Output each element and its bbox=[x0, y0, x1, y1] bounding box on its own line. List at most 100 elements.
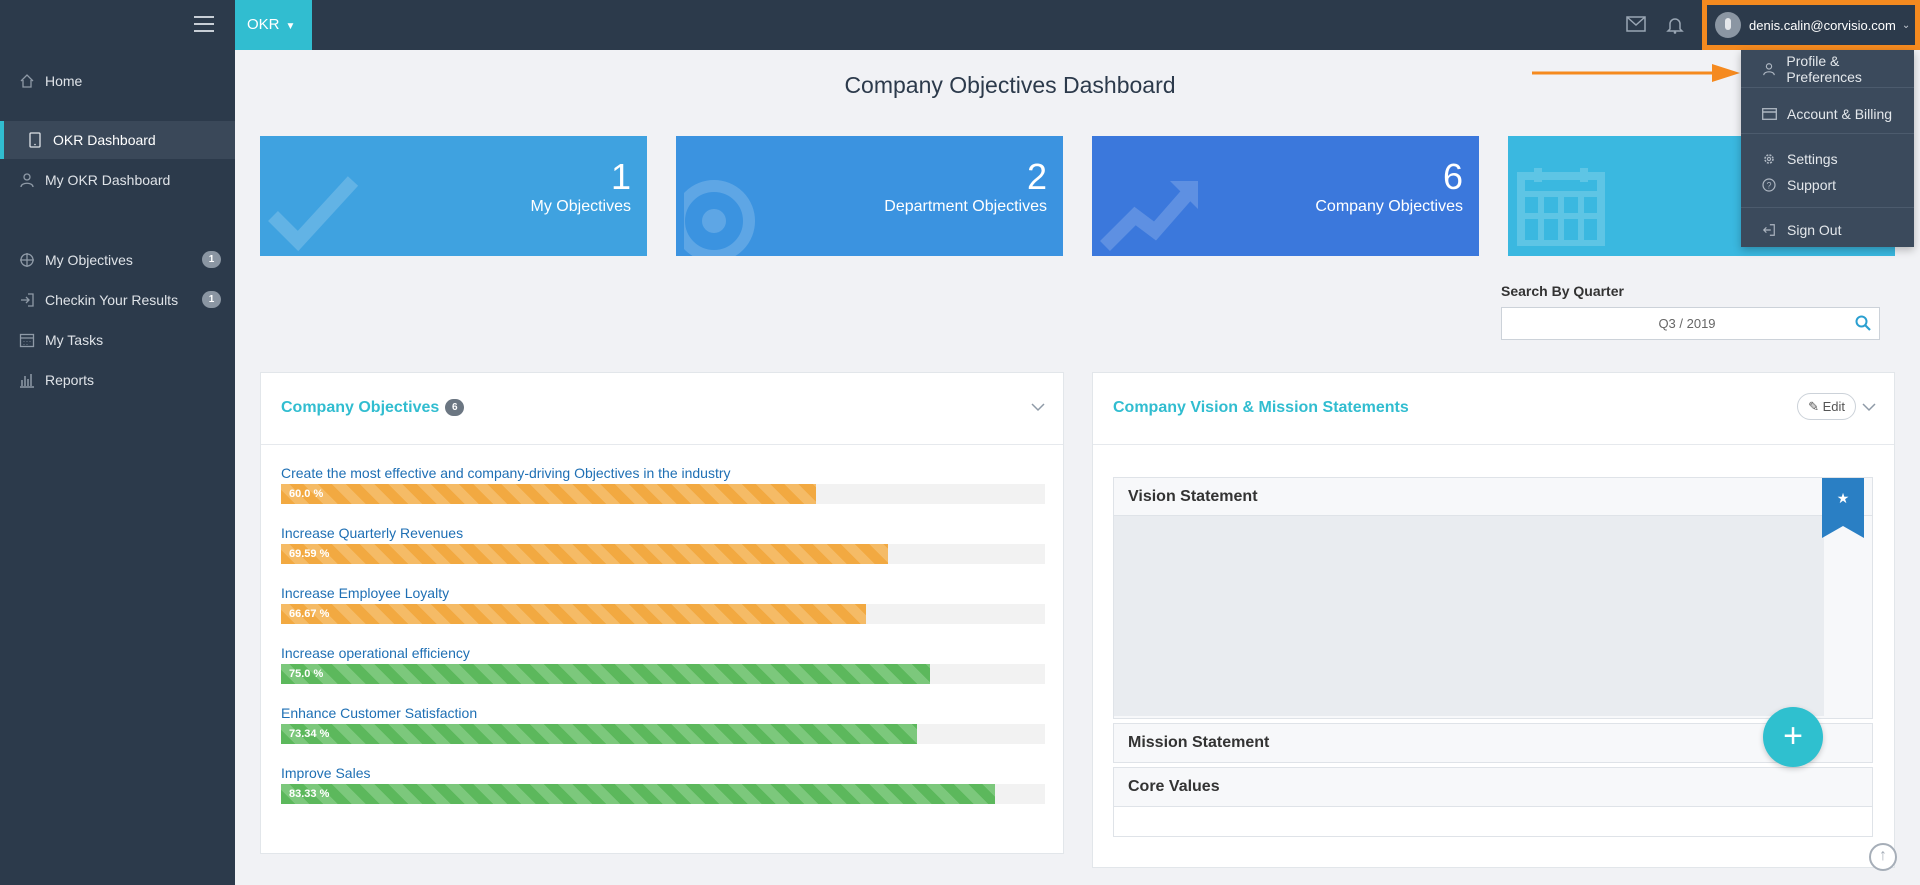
sidebar-item-okr-dashboard[interactable]: OKR Dashboard bbox=[0, 121, 235, 159]
menu-item-label: Profile & Preferences bbox=[1786, 53, 1862, 85]
objective-item: Create the most effective and company-dr… bbox=[281, 465, 1045, 504]
user-icon bbox=[18, 171, 36, 189]
vision-mission-panel: Company Vision & Mission Statements ✎ Ed… bbox=[1092, 372, 1895, 868]
app-switcher-label: OKR bbox=[247, 16, 280, 33]
chevron-down-icon: ▼ bbox=[285, 21, 296, 32]
credit-card-icon bbox=[1761, 108, 1777, 120]
objective-link[interactable]: Create the most effective and company-dr… bbox=[281, 465, 731, 481]
core-values-section: Core Values bbox=[1113, 767, 1873, 807]
progress-bar-fill: 66.67 % bbox=[281, 604, 867, 624]
annotation-arrow bbox=[1532, 64, 1740, 82]
progress-bar: 66.67 % bbox=[281, 604, 1045, 624]
star-ribbon-icon: ★ bbox=[1822, 478, 1864, 538]
sidebar-item-my-objectives[interactable]: My Objectives 1 bbox=[0, 241, 235, 279]
accordion-title[interactable]: Vision Statement bbox=[1114, 478, 1872, 516]
menu-item-sign-out[interactable]: Sign Out bbox=[1741, 217, 1914, 243]
sign-in-icon bbox=[18, 291, 36, 309]
accordion-title[interactable]: Core Values bbox=[1128, 778, 1220, 795]
objective-item: Enhance Customer Satisfaction 73.34 % bbox=[281, 705, 1045, 744]
tile-label: Department Objectives bbox=[884, 198, 1047, 215]
objective-link[interactable]: Increase Employee Loyalty bbox=[281, 585, 450, 601]
tile-my-objectives[interactable]: 1 My Objectives bbox=[260, 136, 647, 256]
objective-item: Increase Quarterly Revenues 69.59 % bbox=[281, 525, 1045, 564]
progress-bar: 75.0 % bbox=[281, 664, 1045, 684]
svg-text:?: ? bbox=[1766, 181, 1771, 191]
menu-item-settings[interactable]: Settings bbox=[1741, 146, 1914, 172]
sidebar-item-reports[interactable]: Reports bbox=[0, 361, 235, 399]
sidebar-item-home[interactable]: Home bbox=[0, 62, 235, 100]
quarter-search-field bbox=[1501, 307, 1880, 340]
top-bar: OKR ▼ denis.calin@corvisio.com ⌄ bbox=[0, 0, 1920, 50]
tile-company-objectives[interactable]: 6 Company Objectives bbox=[1092, 136, 1479, 256]
menu-divider bbox=[1741, 133, 1914, 134]
chevron-down-icon[interactable] bbox=[1862, 399, 1876, 415]
gear-icon bbox=[1761, 152, 1777, 166]
progress-bar-fill: 69.59 % bbox=[281, 544, 889, 564]
menu-item-label: Account & Billing bbox=[1787, 106, 1893, 122]
panel-footer-area bbox=[1113, 807, 1873, 837]
quarter-search-input[interactable] bbox=[1502, 308, 1842, 339]
trend-up-icon bbox=[1100, 181, 1198, 251]
sidebar-item-label: Reports bbox=[45, 372, 95, 388]
progress-bar-fill: 83.33 % bbox=[281, 784, 995, 804]
objective-link[interactable]: Increase operational efficiency bbox=[281, 645, 470, 661]
user-menu-button[interactable]: denis.calin@corvisio.com ⌄ bbox=[1702, 0, 1920, 50]
objective-link[interactable]: Improve Sales bbox=[281, 765, 371, 781]
objective-link[interactable]: Enhance Customer Satisfaction bbox=[281, 705, 478, 721]
menu-item-label: Support bbox=[1787, 177, 1837, 193]
calendar-icon bbox=[18, 331, 36, 349]
count-badge: 1 bbox=[202, 291, 221, 308]
menu-divider bbox=[1741, 87, 1914, 88]
menu-item-label: Sign Out bbox=[1787, 222, 1842, 238]
pencil-icon: ✎ bbox=[1808, 399, 1819, 414]
add-button[interactable]: + bbox=[1763, 707, 1823, 767]
sidebar-item-checkin-your-results[interactable]: Checkin Your Results 1 bbox=[0, 281, 235, 319]
panel-title: Company Vision & Mission Statements bbox=[1113, 399, 1409, 416]
sidebar: Home OKR Dashboard My OKR Dashboard My O… bbox=[0, 50, 235, 885]
page-title: Company Objectives Dashboard bbox=[844, 72, 1176, 98]
tile-label: My Objectives bbox=[530, 198, 631, 215]
calendar-icon bbox=[1517, 168, 1605, 246]
objective-item: Increase operational efficiency 75.0 % bbox=[281, 645, 1045, 684]
bar-chart-icon bbox=[18, 371, 36, 389]
sidebar-item-label: My Tasks bbox=[45, 332, 104, 348]
search-icon[interactable] bbox=[1855, 315, 1871, 336]
app-switcher-button[interactable]: OKR ▼ bbox=[235, 0, 312, 50]
user-dropdown-menu: Profile & Preferences Account & Billing … bbox=[1741, 50, 1914, 247]
bell-icon[interactable] bbox=[1666, 16, 1686, 34]
edit-button[interactable]: ✎ Edit bbox=[1797, 393, 1856, 420]
company-objectives-panel: Company Objectives 6 Create the most effe… bbox=[260, 372, 1064, 854]
progress-bar-fill: 73.34 % bbox=[281, 724, 917, 744]
sidebar-item-label: My OKR Dashboard bbox=[45, 172, 171, 188]
hamburger-menu-icon[interactable] bbox=[194, 16, 214, 32]
menu-item-support[interactable]: ? Support bbox=[1741, 172, 1914, 198]
sidebar-item-my-tasks[interactable]: My Tasks bbox=[0, 321, 235, 359]
mission-statement-section: Mission Statement bbox=[1113, 723, 1873, 763]
accordion-title[interactable]: Mission Statement bbox=[1128, 734, 1270, 751]
tile-number: 1 bbox=[610, 156, 631, 197]
count-badge: 6 bbox=[445, 399, 465, 417]
panel-title: Company Objectives 6 bbox=[281, 399, 465, 417]
tablet-icon bbox=[26, 131, 44, 149]
user-email: denis.calin@corvisio.com bbox=[1749, 17, 1896, 33]
menu-divider bbox=[1741, 207, 1914, 208]
chevron-down-icon[interactable] bbox=[1031, 399, 1045, 415]
mail-icon[interactable] bbox=[1626, 16, 1646, 34]
sidebar-item-my-okr-dashboard[interactable]: My OKR Dashboard bbox=[0, 161, 235, 199]
progress-bar-fill: 75.0 % bbox=[281, 664, 931, 684]
scroll-to-top-icon[interactable]: ↑ bbox=[1869, 843, 1897, 871]
panel-header: Company Vision & Mission Statements ✎ Ed… bbox=[1093, 373, 1894, 445]
edit-button-label: Edit bbox=[1822, 399, 1845, 414]
tile-label: Company Objectives bbox=[1315, 198, 1463, 215]
chevron-down-icon: ⌄ bbox=[1901, 19, 1911, 31]
user-icon bbox=[1761, 62, 1776, 76]
tile-number: 2 bbox=[1026, 156, 1047, 197]
objective-link[interactable]: Increase Quarterly Revenues bbox=[281, 525, 464, 541]
menu-item-profile-preferences[interactable]: Profile & Preferences bbox=[1741, 53, 1914, 85]
objective-item: Increase Employee Loyalty 66.67 % bbox=[281, 585, 1045, 624]
tile-department-objectives[interactable]: 2 Department Objectives bbox=[676, 136, 1063, 256]
check-icon bbox=[268, 176, 358, 252]
sidebar-item-label: Home bbox=[45, 73, 83, 89]
sign-out-icon bbox=[1761, 223, 1777, 237]
menu-item-account-billing[interactable]: Account & Billing bbox=[1741, 101, 1914, 127]
